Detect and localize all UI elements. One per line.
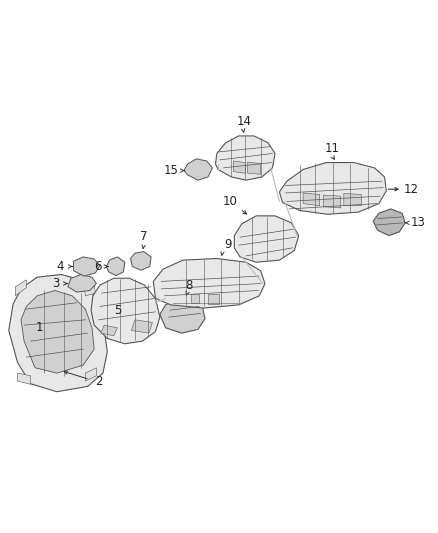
Text: 1: 1: [35, 321, 43, 334]
Polygon shape: [131, 320, 152, 333]
Polygon shape: [160, 298, 205, 333]
Text: 10: 10: [223, 195, 237, 208]
Text: 6: 6: [94, 260, 102, 273]
Polygon shape: [15, 280, 26, 296]
Text: 7: 7: [140, 230, 148, 243]
Polygon shape: [18, 373, 31, 384]
Polygon shape: [21, 290, 94, 373]
Polygon shape: [373, 209, 405, 236]
Polygon shape: [184, 159, 212, 180]
Polygon shape: [106, 257, 125, 276]
Text: 14: 14: [237, 115, 252, 128]
Polygon shape: [131, 252, 151, 270]
Text: 2: 2: [95, 375, 103, 387]
Text: 4: 4: [56, 260, 64, 273]
Polygon shape: [208, 294, 219, 304]
Polygon shape: [101, 325, 117, 336]
Text: 8: 8: [186, 279, 193, 292]
Polygon shape: [303, 193, 320, 206]
Text: 9: 9: [224, 238, 232, 251]
Polygon shape: [215, 136, 275, 180]
Polygon shape: [233, 161, 245, 173]
Polygon shape: [191, 294, 199, 303]
Text: 15: 15: [164, 164, 179, 177]
Polygon shape: [279, 163, 386, 214]
Polygon shape: [9, 274, 107, 392]
Polygon shape: [344, 193, 361, 206]
Text: 5: 5: [114, 304, 121, 317]
Polygon shape: [153, 259, 265, 308]
Text: 3: 3: [52, 277, 59, 290]
Polygon shape: [91, 278, 160, 344]
Polygon shape: [74, 257, 100, 276]
Polygon shape: [84, 285, 95, 296]
Polygon shape: [234, 216, 299, 262]
Polygon shape: [247, 162, 261, 174]
Polygon shape: [85, 368, 96, 381]
Polygon shape: [323, 195, 341, 208]
Polygon shape: [68, 274, 96, 292]
Text: 13: 13: [411, 216, 426, 229]
Text: 11: 11: [325, 142, 339, 155]
Text: 12: 12: [404, 183, 419, 196]
